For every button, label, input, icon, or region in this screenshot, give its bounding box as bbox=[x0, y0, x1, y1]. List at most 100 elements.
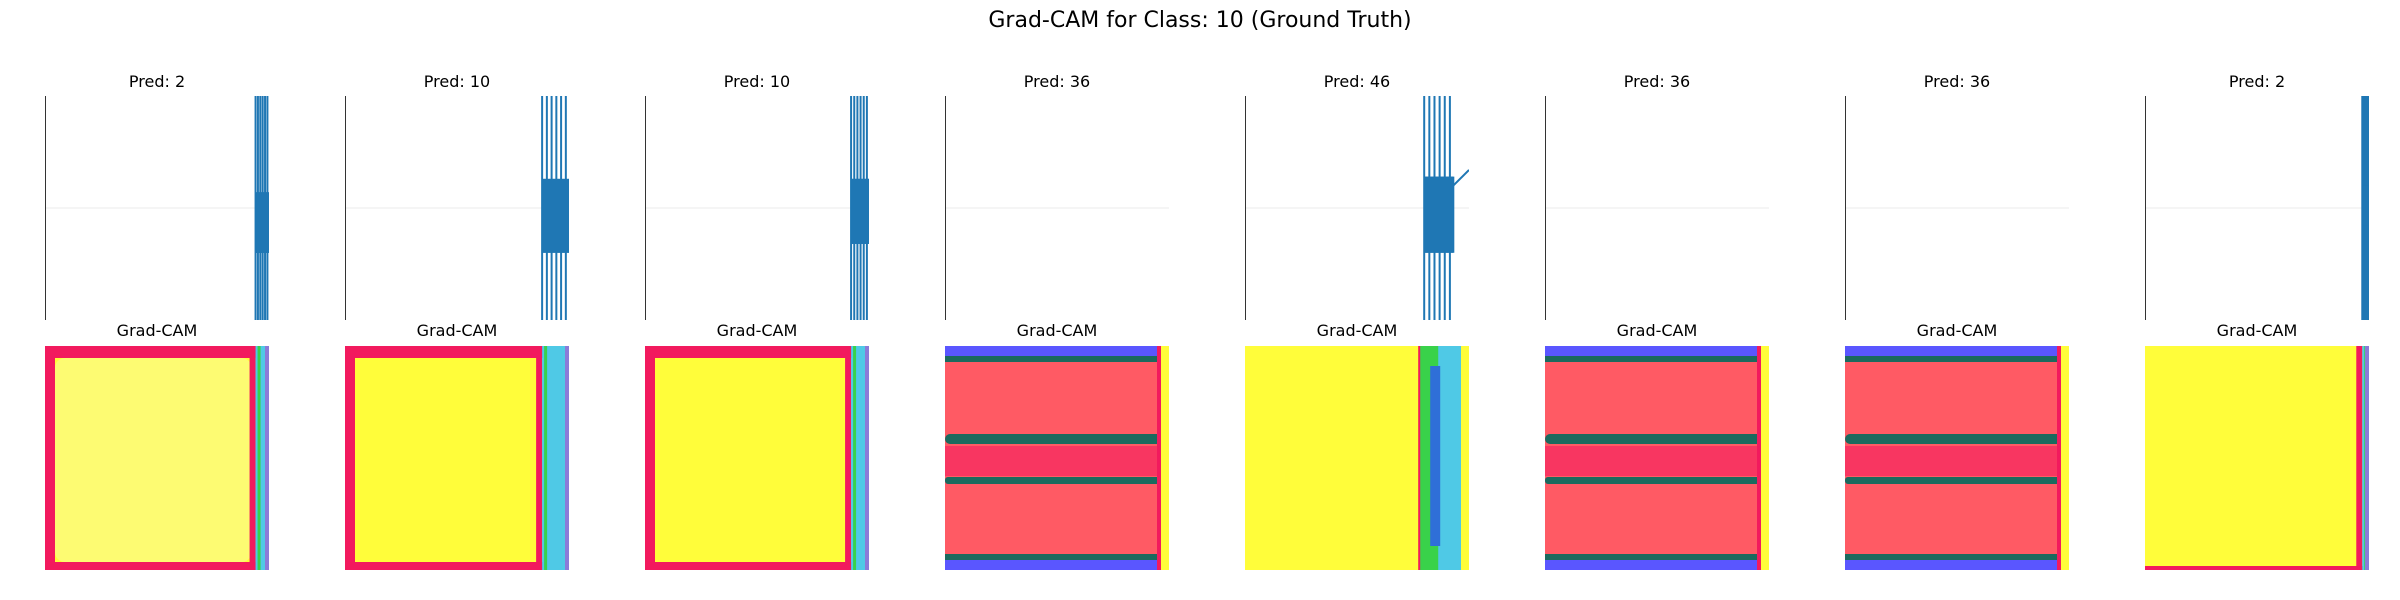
signal-burst bbox=[255, 192, 269, 253]
gradcam-heatmap-svg bbox=[345, 346, 569, 570]
figure-title: Grad-CAM for Class: 10 (Ground Truth) bbox=[988, 8, 1412, 33]
cam-border-bottom bbox=[2145, 566, 2369, 570]
prediction-plot bbox=[945, 96, 1169, 320]
gradcam-heatmap bbox=[1545, 346, 1769, 570]
prediction-plot-svg bbox=[45, 96, 269, 320]
cam-band-center bbox=[1845, 446, 2069, 476]
cam-edge bbox=[536, 346, 543, 570]
prediction-plot-svg bbox=[1545, 96, 1769, 320]
cam-band-upper bbox=[1845, 434, 2069, 444]
cam-edge-violet bbox=[2365, 346, 2369, 570]
cam-border-bottom bbox=[45, 562, 269, 570]
cam-background bbox=[2145, 346, 2369, 570]
gradcam-heatmap-svg bbox=[645, 346, 869, 570]
prediction-plot bbox=[1245, 96, 1469, 320]
gradcam-heatmap bbox=[345, 346, 569, 570]
cam-band-upper bbox=[945, 434, 1169, 444]
cam-band-bottom bbox=[1845, 560, 2069, 570]
cam-border-top bbox=[345, 346, 569, 358]
pred-title: Pred: 36 bbox=[1023, 72, 1091, 91]
gradcam-heatmap-svg bbox=[2145, 346, 2369, 570]
cam-core bbox=[655, 358, 848, 562]
cam-edge-violet bbox=[265, 346, 269, 570]
prediction-plot-svg bbox=[2145, 96, 2369, 320]
cam-edge bbox=[1157, 346, 1161, 570]
pred-title: Pred: 2 bbox=[128, 72, 186, 91]
pred-title: Pred: 36 bbox=[1923, 72, 1991, 91]
pred-title: Pred: 2 bbox=[2228, 72, 2286, 91]
cam-border-top bbox=[45, 346, 269, 358]
gradcam-heatmap-svg bbox=[1245, 346, 1469, 570]
gradcam-heatmap bbox=[1245, 346, 1469, 570]
cam-edge bbox=[1757, 346, 1761, 570]
cam-edge-yellow bbox=[1461, 346, 1469, 570]
cam-edge bbox=[2057, 346, 2061, 570]
cam-edge-green bbox=[853, 346, 857, 570]
cam-band-upper bbox=[1545, 434, 1769, 444]
prediction-plot-svg bbox=[645, 96, 869, 320]
signal-burst bbox=[1424, 176, 1454, 253]
cam-edge bbox=[2356, 346, 2363, 570]
cam-edge-yellow bbox=[2061, 346, 2069, 570]
cam-border-left bbox=[45, 346, 55, 570]
signal-burst bbox=[542, 178, 569, 253]
cam-border-top bbox=[645, 346, 869, 358]
cam-edge bbox=[845, 346, 852, 570]
prediction-plot-svg bbox=[945, 96, 1169, 320]
cam-title: Grad-CAM bbox=[716, 321, 798, 340]
cam-edge-yellow bbox=[1761, 346, 1769, 570]
cam-band-lower bbox=[1845, 477, 2069, 484]
cam-band-top bbox=[1845, 346, 2069, 356]
cam-band-lower bbox=[945, 477, 1169, 484]
cam-edge bbox=[249, 346, 256, 570]
gradcam-heatmap bbox=[645, 346, 869, 570]
prediction-plot-svg bbox=[1245, 96, 1469, 320]
prediction-plot bbox=[45, 96, 269, 320]
cam-band-bottom bbox=[1545, 560, 1769, 570]
cam-core bbox=[55, 358, 252, 562]
prediction-plot-svg bbox=[345, 96, 569, 320]
cam-title: Grad-CAM bbox=[116, 321, 198, 340]
cam-band-center bbox=[1545, 446, 1769, 476]
signal-trace bbox=[1452, 169, 1469, 187]
prediction-plot bbox=[2145, 96, 2369, 320]
cam-edge-violet bbox=[865, 346, 869, 570]
gradcam-heatmap-svg bbox=[1845, 346, 2069, 570]
cam-band-top-dark bbox=[1845, 356, 2069, 362]
cam-edge-green bbox=[257, 346, 261, 570]
pred-title: Pred: 46 bbox=[1323, 72, 1391, 91]
cam-band-top-dark bbox=[1545, 356, 1769, 362]
cam-edge-yellow bbox=[1161, 346, 1169, 570]
cam-edge-green bbox=[544, 346, 548, 570]
gradcam-heatmap-svg bbox=[1545, 346, 1769, 570]
prediction-plot bbox=[1845, 96, 2069, 320]
prediction-plot bbox=[345, 96, 569, 320]
cam-band-center bbox=[945, 446, 1169, 476]
prediction-plot bbox=[1545, 96, 1769, 320]
gradcam-heatmap bbox=[1845, 346, 2069, 570]
cam-title: Grad-CAM bbox=[1016, 321, 1098, 340]
gradcam-heatmap bbox=[45, 346, 269, 570]
cam-band-bottom-dark bbox=[1845, 554, 2069, 560]
cam-band-top-dark bbox=[945, 356, 1169, 362]
cam-title: Grad-CAM bbox=[1616, 321, 1698, 340]
cam-band-bottom-dark bbox=[945, 554, 1169, 560]
gradcam-heatmap bbox=[2145, 346, 2369, 570]
pred-title: Pred: 36 bbox=[1623, 72, 1691, 91]
cam-band-bottom bbox=[945, 560, 1169, 570]
pred-title: Pred: 10 bbox=[423, 72, 491, 91]
signal-burst bbox=[2362, 185, 2369, 226]
cam-title: Grad-CAM bbox=[2216, 321, 2298, 340]
gradcam-heatmap bbox=[945, 346, 1169, 570]
cam-edge-violet bbox=[565, 346, 569, 570]
cam-band-bottom-dark bbox=[1545, 554, 1769, 560]
cam-band-top bbox=[945, 346, 1169, 356]
cam-border-bottom bbox=[645, 562, 869, 570]
gradcam-heatmap-svg bbox=[945, 346, 1169, 570]
cam-title: Grad-CAM bbox=[1316, 321, 1398, 340]
signal-burst bbox=[851, 178, 869, 244]
cam-border-left bbox=[345, 346, 355, 570]
cam-edge-blue bbox=[1430, 366, 1441, 546]
prediction-plot-svg bbox=[1845, 96, 2069, 320]
pred-title: Pred: 10 bbox=[723, 72, 791, 91]
